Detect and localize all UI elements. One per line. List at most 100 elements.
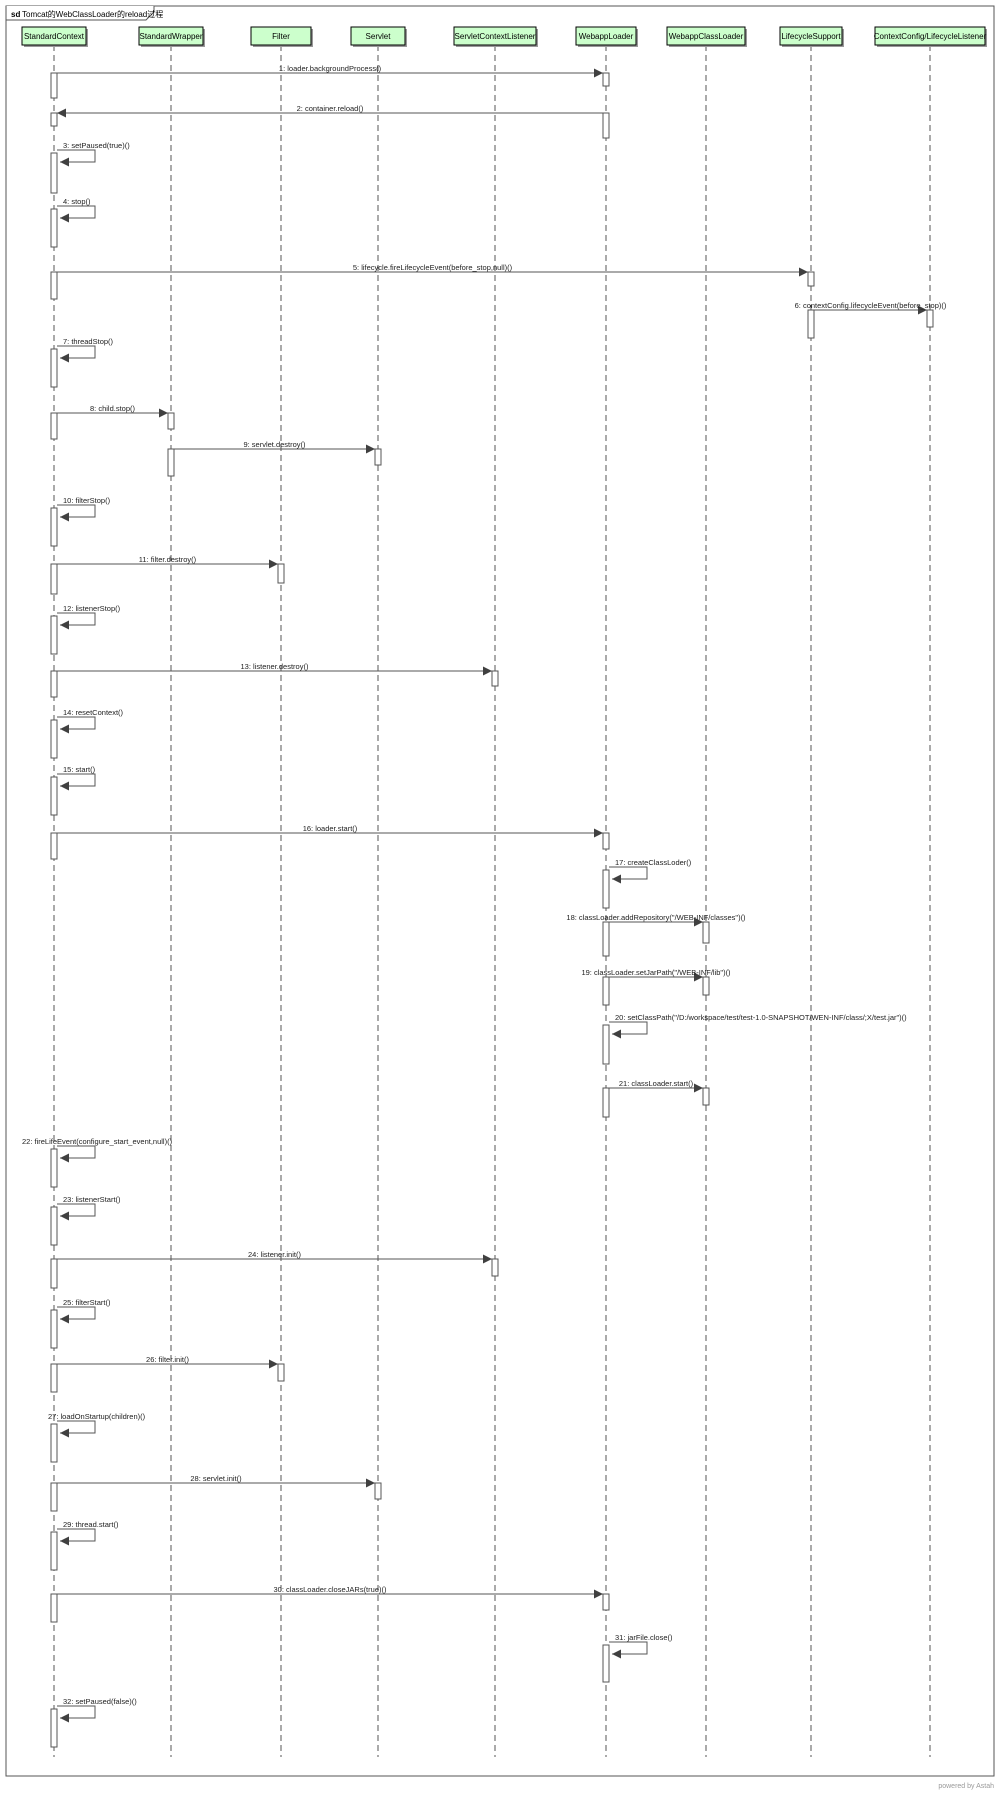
- participant-box: [21, 26, 87, 46]
- participant-box: [138, 26, 204, 46]
- activation-bar: [491, 1258, 499, 1277]
- activation-bar: [50, 1708, 58, 1748]
- message-label: 15: start(): [63, 765, 96, 774]
- activation-bar: [50, 271, 58, 300]
- activation-bar: [50, 832, 58, 860]
- message-label: 30: classLoader.closeJARs(true)(): [274, 1585, 387, 1594]
- activation-bar: [374, 448, 382, 466]
- activation-bar: [167, 448, 175, 477]
- activation-bar: [50, 152, 58, 194]
- arrow-head: [60, 157, 69, 167]
- participant-name: StandardContext: [24, 32, 85, 41]
- activation-bar: [602, 832, 610, 850]
- arrow-head: [694, 1083, 703, 1093]
- arrow-head: [612, 1649, 621, 1659]
- message-label: 20: setClassPath("/D:/workspace/test/tes…: [615, 1013, 907, 1022]
- activation-bar: [602, 976, 610, 1006]
- powered-by-footer: powered by Astah: [938, 1783, 994, 1790]
- activation-bar: [602, 921, 610, 957]
- activation-bar: [807, 309, 815, 339]
- message-label: 32: setPaused(false)(): [63, 1697, 137, 1706]
- activation-bar: [50, 1258, 58, 1289]
- arrow-head: [612, 1029, 621, 1039]
- activation-bar: [50, 1309, 58, 1349]
- arrow-head: [594, 828, 603, 838]
- activation-bar: [602, 1087, 610, 1118]
- activation-bar: [50, 776, 58, 816]
- arrow-head: [60, 1428, 69, 1438]
- self-message-line: [57, 504, 96, 518]
- activation-bar: [277, 1363, 285, 1382]
- arrow-head: [918, 305, 927, 315]
- activation-bar: [491, 670, 499, 687]
- self-message-line: [57, 1528, 96, 1542]
- activation-bar: [50, 412, 58, 440]
- activation-bar: [50, 72, 58, 99]
- arrow-head: [694, 917, 703, 927]
- message-label: 9: servlet.destroy(): [243, 440, 306, 449]
- activation-bar: [50, 208, 58, 248]
- activation-bar: [277, 563, 285, 584]
- participant-box: [453, 26, 537, 46]
- message-label: 5: lifecycle.fireLifecycleEvent(before_s…: [353, 263, 513, 272]
- activation-bar: [602, 869, 610, 909]
- activation-bar: [50, 112, 58, 127]
- self-message-line: [57, 149, 96, 163]
- self-message-line: [57, 1145, 96, 1159]
- participant-name: StandardWrapper: [140, 32, 203, 41]
- participant-box: [575, 26, 637, 46]
- message-label: 17: createClassLoder(): [615, 858, 692, 867]
- arrow-head: [366, 444, 375, 454]
- message-label: 8: child.stop(): [90, 404, 136, 413]
- message-label: 22: fireLifeEvent(configure_start_event,…: [22, 1137, 173, 1146]
- frame-label-box: [5, 6, 155, 21]
- activation-bar: [50, 719, 58, 759]
- arrow-head: [57, 108, 66, 118]
- arrow-head: [60, 213, 69, 223]
- arrow-head: [612, 874, 621, 884]
- message-label: 24: listener.init(): [248, 1250, 301, 1259]
- activation-bar: [50, 670, 58, 698]
- message-label: 19: classLoader.setJarPath("/WEB-INF/lib…: [581, 968, 731, 977]
- participant-name: Filter: [272, 32, 290, 41]
- activation-bar: [50, 1148, 58, 1188]
- arrow-head: [694, 972, 703, 982]
- message-label: 28: servlet.init(): [190, 1474, 242, 1483]
- message-label: 3: setPaused(true)(): [63, 141, 130, 150]
- message-label: 7: threadStop(): [63, 337, 114, 346]
- arrow-head: [60, 1153, 69, 1163]
- participant-name: LifecycleSupport: [781, 32, 841, 41]
- activation-bar: [702, 1087, 710, 1106]
- frame-keyword: sd: [11, 10, 20, 19]
- message-label: 4: stop(): [63, 197, 91, 206]
- activation-bar: [50, 615, 58, 655]
- activation-bar: [602, 1644, 610, 1683]
- self-message-line: [609, 866, 648, 880]
- arrow-head: [366, 1478, 375, 1488]
- participant-name: ContextConfig/LifecycleListener: [874, 32, 987, 41]
- message-label: 25: filterStart(): [63, 1298, 111, 1307]
- arrow-head: [483, 1254, 492, 1264]
- activation-bar: [702, 976, 710, 996]
- activation-bar: [167, 412, 175, 430]
- message-label: 18: classLoader.addRepository("/WEB-INF/…: [566, 913, 746, 922]
- arrow-head: [483, 666, 492, 676]
- message-label: 12: listenerStop(): [63, 604, 121, 613]
- participant-box: [350, 26, 406, 46]
- self-message-line: [57, 1203, 96, 1217]
- message-label: 23: listenerStart(): [63, 1195, 121, 1204]
- message-label: 31: jarFile.close(): [615, 1633, 673, 1642]
- activation-bar: [50, 348, 58, 388]
- participant-name: WebappClassLoader: [669, 32, 744, 41]
- message-label: 10: filterStop(): [63, 496, 111, 505]
- arrow-head: [60, 724, 69, 734]
- activation-bar: [50, 1482, 58, 1512]
- frame-title: Tomcat的WebClassLoader的reload过程: [22, 9, 163, 19]
- participant-name: Servlet: [366, 32, 392, 41]
- participant-box: [666, 26, 746, 46]
- message-label: 13: listener.destroy(): [241, 662, 309, 671]
- self-message-line: [609, 1641, 648, 1655]
- message-label: 2: container.reload(): [297, 104, 364, 113]
- participant-box: [779, 26, 843, 46]
